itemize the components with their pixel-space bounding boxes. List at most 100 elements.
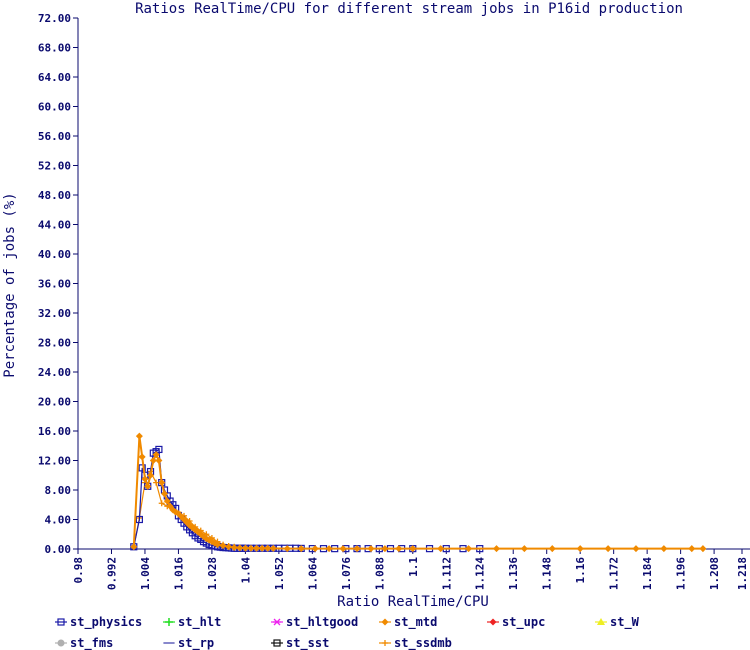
data-point [138,464,146,472]
data-point [395,545,403,553]
legend-marker [273,618,281,626]
x-tick-label: 1.136 [507,557,520,590]
x-tick-label: 1.064 [306,557,319,590]
data-point [367,545,375,553]
series-st_mtd [130,432,707,553]
data-point [230,544,238,552]
x-tick-label: 0.992 [105,557,118,590]
data-point [155,445,163,454]
data-point [699,545,707,553]
legend-item-st_hltgood: st_hltgood [271,615,358,630]
legend-item-st_W: st_W [595,615,640,630]
data-point [339,545,347,553]
data-point [138,453,146,461]
x-tick-label: 1.016 [172,557,185,590]
data-point [225,543,233,551]
data-point [325,545,333,553]
data-point [247,544,255,552]
legend-marker [57,639,65,647]
data-point [576,545,584,553]
data-point [381,545,389,553]
data-point [297,545,305,553]
data-point [311,545,319,553]
data-point [158,479,166,487]
legend-item-st_fms: st_fms [55,636,113,650]
x-tick-label: 1.088 [373,557,386,590]
legend-label: st_physics [70,615,142,630]
x-tick-label: 1.208 [708,557,721,590]
legend-item-st_ssdmb: st_ssdmb [379,636,452,650]
data-point [264,544,272,552]
x-tick-label: 1.184 [641,557,654,590]
data-point [158,500,165,507]
series-line [133,448,480,550]
legend-label: st_rp [178,636,214,650]
x-tick-label: 0.98 [72,557,85,584]
legend-marker [273,639,281,647]
data-point [409,545,417,553]
data-point [437,545,445,553]
y-tick-label: 12.00 [38,455,71,468]
x-tick-label: 1.196 [675,557,688,590]
legend-marker [381,618,389,626]
data-point [269,544,277,552]
x-tick-label: 1.172 [608,557,621,590]
legend-item-st_hlt: st_hlt [163,615,221,630]
x-axis: 0.98 0.992 1.004 1.016 1.028 1.04 1.052 1.064 1.… [72,549,749,590]
legend-label: st_sst [286,636,329,650]
y-tick-label: 60.00 [38,101,71,114]
y-tick-label: 68.00 [38,42,71,55]
legend-item-st_upc: st_upc [487,615,545,630]
data-point [465,545,473,553]
x-tick-label: 1.1 [407,557,420,577]
data-point [160,490,168,498]
data-point [241,544,249,552]
y-tick-label: 48.00 [38,189,71,202]
series-line [133,470,703,550]
y-axis-label: Percentage of jobs (%) [2,192,18,377]
x-tick-label: 1.218 [736,557,749,590]
legend-marker [382,640,388,646]
y-tick-label: 28.00 [38,337,71,350]
x-tick-label: 1.112 [440,557,453,590]
data-point [632,545,640,553]
legend-marker [57,618,65,626]
data-point [219,542,227,550]
y-tick-label: 52.00 [38,160,71,173]
data-point [492,545,500,553]
y-tick-label: 40.00 [38,248,71,261]
legend-marker [597,618,605,625]
legend-item-st_mtd: st_mtd [379,615,437,630]
y-tick-label: 4.00 [45,514,72,527]
y-tick-label: 0.00 [45,543,72,556]
data-point [135,432,143,440]
x-tick-label: 1.052 [273,557,286,590]
legend-label: st_ssdmb [394,636,452,650]
legend-label: st_W [610,615,640,630]
x-axis-label: Ratio RealTime/CPU [337,594,489,610]
x-tick-label: 1.16 [574,557,587,584]
x-tick-label: 1.04 [239,557,252,584]
data-point [152,451,160,459]
series-line [132,436,703,550]
y-tick-label: 64.00 [38,71,71,84]
y-tick-label: 56.00 [38,130,71,143]
x-tick-label: 1.004 [139,557,152,590]
data-point [283,545,291,553]
data-point [236,544,244,552]
chart-title: Ratios RealTime/CPU for different stream… [135,1,683,17]
legend-item-st_sst: st_sst [271,636,329,650]
x-tick-label: 1.028 [206,557,219,590]
y-tick-label: 16.00 [38,425,71,438]
data-point [548,545,556,553]
series-st_ssdmb [130,468,706,552]
data-point [688,545,696,553]
legend-label: st_fms [70,636,113,650]
y-axis: 0.00 4.00 8.00 12.00 16.00 20.00 24.00 28.00 32.… [38,12,78,556]
x-tick-label: 1.124 [474,557,487,590]
data-point [155,457,163,464]
data-point [660,545,668,553]
y-tick-label: 24.00 [38,366,71,379]
data-point [141,475,149,483]
